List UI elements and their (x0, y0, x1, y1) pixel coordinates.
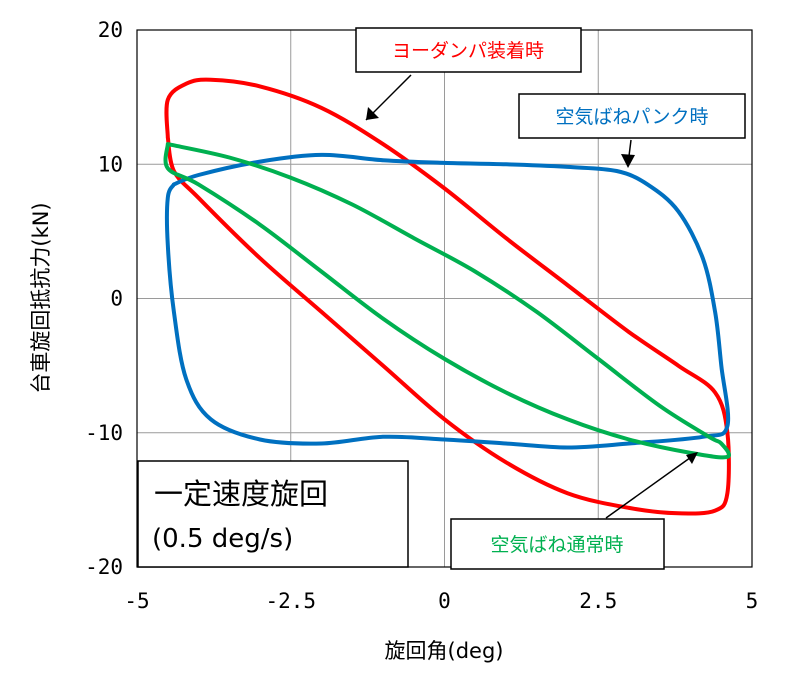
tick-labels: -5 -2.5 0 2.5 5 20 10 0 -10 -20 (85, 18, 758, 613)
x-tick-label-1: -2.5 (265, 589, 316, 613)
annotation-air-spring-normal-arrow (605, 454, 695, 519)
annotation-air-spring-normal-box (450, 518, 665, 570)
annotation-air-spring-puncture-label: 空気ばねパンク時 (556, 106, 709, 128)
series-line-yaw-damper (164, 77, 731, 516)
condition-box: 一定速度旋回 (0.5 deg/s) (137, 460, 409, 568)
condition-title: 一定速度旋回 (154, 477, 328, 511)
y-axis-label: 台車旋回抵抗力(kN) (29, 202, 53, 393)
series-line-air-spring-normal (163, 142, 731, 460)
annotation-air-spring-normal-label: 空気ばね通常時 (490, 534, 623, 556)
condition-subtitle: (0.5 deg/s) (152, 524, 293, 554)
annotation-air-spring-puncture-box (518, 93, 746, 139)
annotation-yaw-damper-box (355, 27, 582, 73)
x-tick-label-0: -5 (124, 589, 149, 613)
annotation-yaw-damper: ヨーダンパ装着時 (355, 27, 582, 121)
annotation-air-spring-puncture: 空気ばねパンク時 (518, 93, 746, 168)
y-tick-label-3: -10 (85, 421, 123, 445)
condition-box-frame (137, 460, 409, 568)
series-layer (163, 77, 731, 516)
y-tick-label-4: -20 (85, 555, 123, 579)
y-tick-label-0: 20 (98, 18, 123, 42)
annotation-air-spring-puncture-arrowhead (621, 154, 635, 168)
y-tick-label-1: 10 (98, 152, 123, 176)
x-tick-label-2: 0 (438, 589, 451, 613)
x-axis-label: 旋回角(deg) (385, 639, 504, 663)
annotation-yaw-damper-arrowhead (366, 107, 379, 120)
annotation-air-spring-normal-arrowhead (686, 452, 698, 464)
x-tick-label-4: 5 (746, 589, 759, 613)
y-tick-label-2: 0 (110, 287, 123, 311)
x-tick-label-3: 2.5 (579, 589, 617, 613)
annotation-air-spring-normal: 空気ばね通常時 (450, 452, 698, 570)
annotation-yaw-damper-label: ヨーダンパ装着時 (392, 40, 544, 62)
series-line-air-spring-puncture (164, 152, 731, 450)
